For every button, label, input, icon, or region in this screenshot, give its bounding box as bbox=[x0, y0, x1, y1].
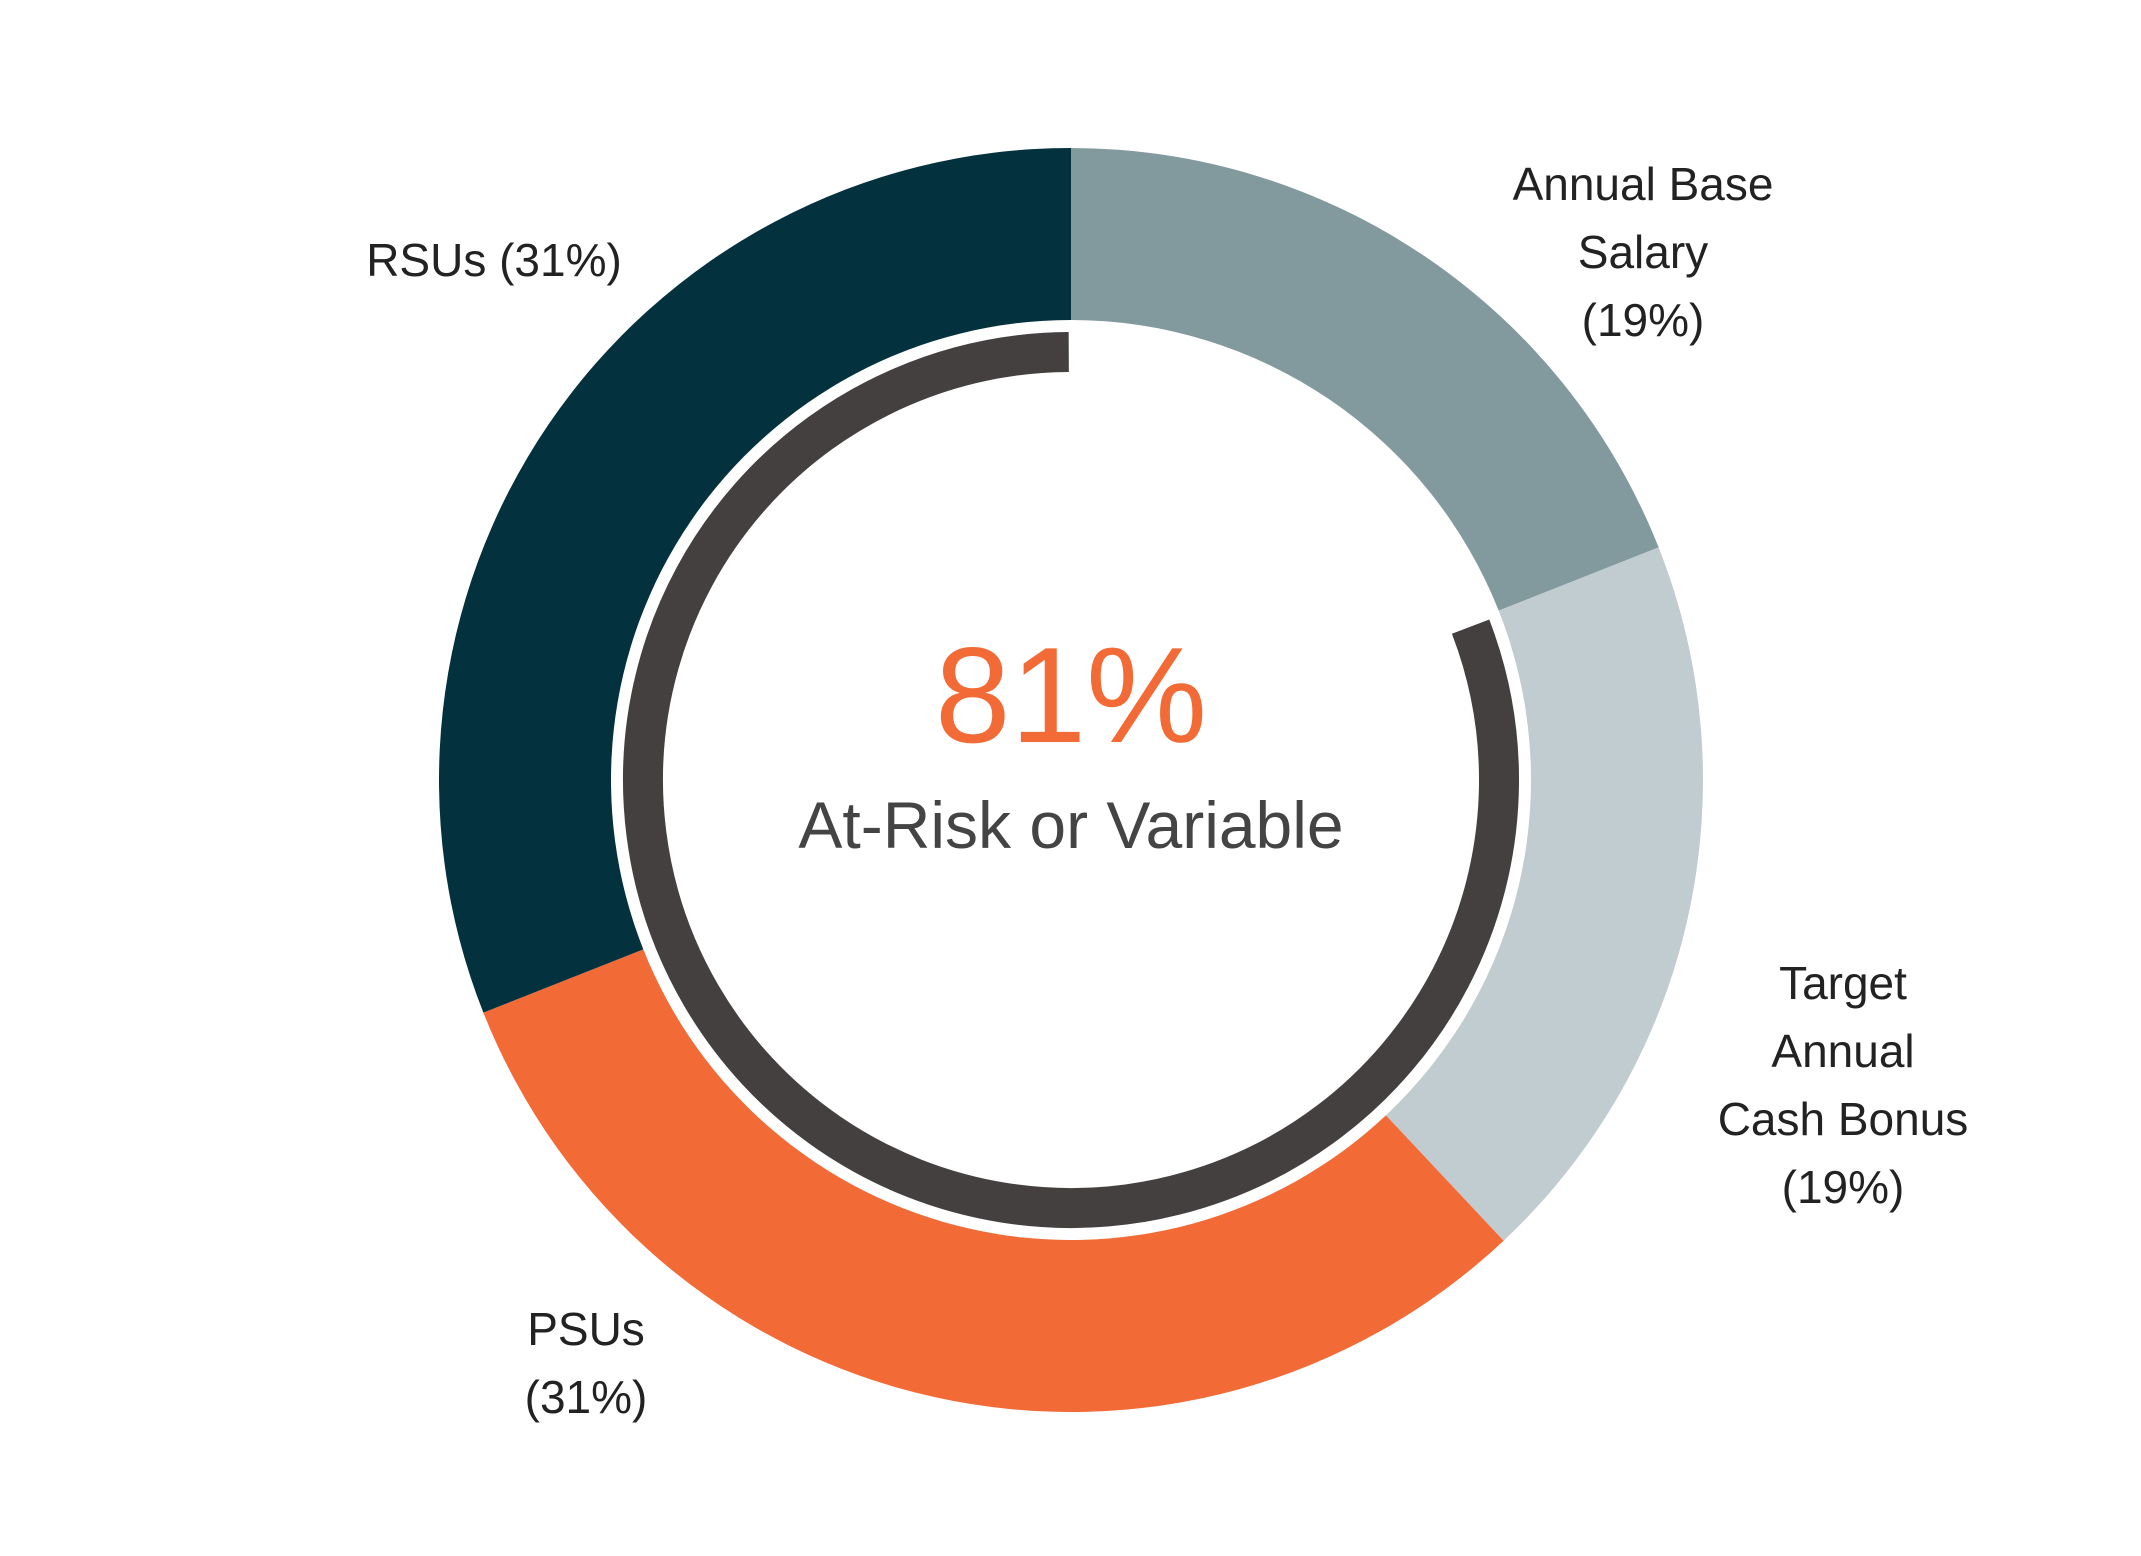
slice-label-target-annual-cash-bonus: Target Annual Cash Bonus (19%) bbox=[1718, 949, 1969, 1221]
slice-rsus bbox=[438, 148, 1071, 1013]
slice-label-psus: PSUs (31%) bbox=[525, 1295, 648, 1431]
slice-label-line: RSUs (31%) bbox=[366, 234, 622, 286]
slice-label-line: Annual Base bbox=[1512, 158, 1774, 210]
slice-target-annual-cash-bonus bbox=[1385, 547, 1703, 1241]
slice-label-rsus: RSUs (31%) bbox=[366, 226, 622, 294]
slice-label-line: Cash Bonus bbox=[1717, 1093, 1969, 1145]
slice-label-line: (19%) bbox=[1781, 1161, 1905, 1213]
slice-label-line: (31%) bbox=[524, 1371, 648, 1423]
slices-layer bbox=[438, 148, 1703, 1413]
center-caption: At-Risk or Variable bbox=[798, 788, 1344, 862]
slice-label-line: Annual bbox=[1771, 1025, 1915, 1077]
slice-label-line: PSUs bbox=[527, 1303, 645, 1355]
slice-label-line: Salary bbox=[1577, 226, 1709, 278]
slice-label-line: Target bbox=[1779, 957, 1907, 1009]
slice-label-annual-base-salary: Annual Base Salary (19%) bbox=[1513, 150, 1774, 354]
slice-psus bbox=[483, 949, 1504, 1413]
at-risk-arc-layer bbox=[623, 332, 1519, 1228]
at-risk-bracket-arc bbox=[623, 332, 1519, 1228]
slice-annual-base-salary bbox=[1071, 148, 1659, 611]
slice-label-line: (19%) bbox=[1581, 294, 1705, 346]
center-percentage: 81% bbox=[934, 619, 1208, 771]
